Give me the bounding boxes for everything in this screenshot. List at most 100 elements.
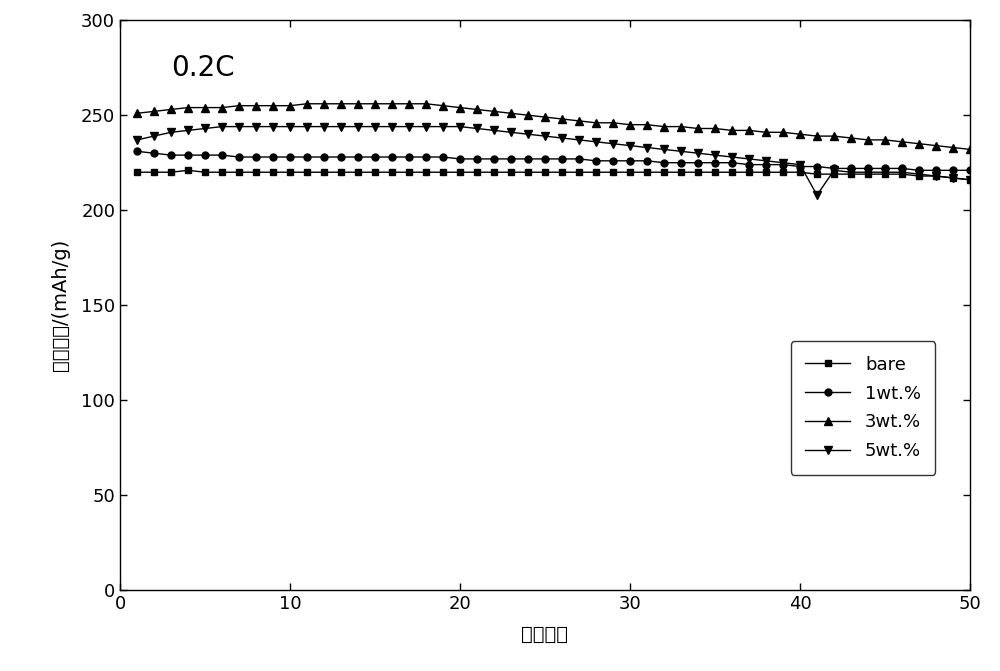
5wt.% — [318, 123, 330, 131]
1wt.% — [896, 164, 908, 172]
5wt.% — [454, 123, 466, 131]
1wt.% — [301, 153, 313, 161]
bare — [556, 168, 568, 176]
5wt.% — [692, 149, 704, 157]
5wt.% — [556, 134, 568, 142]
bare — [760, 168, 772, 176]
1wt.% — [675, 158, 687, 166]
1wt.% — [233, 153, 245, 161]
5wt.% — [267, 123, 279, 131]
bare — [590, 168, 602, 176]
1wt.% — [369, 153, 381, 161]
1wt.% — [539, 155, 551, 163]
5wt.% — [335, 123, 347, 131]
1wt.% — [777, 160, 789, 168]
1wt.% — [607, 157, 619, 165]
bare — [148, 168, 160, 176]
1wt.% — [692, 158, 704, 166]
1wt.% — [318, 153, 330, 161]
bare — [811, 170, 823, 178]
1wt.% — [879, 164, 891, 172]
3wt.% — [743, 126, 755, 134]
1wt.% — [250, 153, 262, 161]
1wt.% — [828, 164, 840, 172]
1wt.% — [862, 164, 874, 172]
5wt.% — [590, 138, 602, 146]
1wt.% — [743, 160, 755, 168]
1wt.% — [352, 153, 364, 161]
bare — [862, 170, 874, 178]
3wt.% — [658, 123, 670, 131]
1wt.% — [403, 153, 415, 161]
5wt.% — [930, 172, 942, 180]
1wt.% — [726, 158, 738, 166]
1wt.% — [658, 158, 670, 166]
5wt.% — [505, 128, 517, 136]
bare — [386, 168, 398, 176]
5wt.% — [828, 166, 840, 174]
5wt.% — [811, 191, 823, 199]
bare — [352, 168, 364, 176]
bare — [539, 168, 551, 176]
bare — [420, 168, 432, 176]
3wt.% — [879, 136, 891, 144]
3wt.% — [590, 119, 602, 127]
5wt.% — [403, 123, 415, 131]
3wt.% — [896, 138, 908, 146]
3wt.% — [760, 128, 772, 136]
1wt.% — [573, 155, 585, 163]
5wt.% — [845, 168, 857, 176]
5wt.% — [607, 140, 619, 148]
3wt.% — [165, 105, 177, 113]
bare — [845, 170, 857, 178]
bare — [794, 168, 806, 176]
bare — [709, 168, 721, 176]
3wt.% — [386, 100, 398, 108]
bare — [471, 168, 483, 176]
1wt.% — [641, 157, 653, 165]
1wt.% — [471, 155, 483, 163]
1wt.% — [131, 147, 143, 155]
3wt.% — [267, 101, 279, 109]
3wt.% — [148, 107, 160, 115]
3wt.% — [777, 128, 789, 136]
5wt.% — [964, 176, 976, 184]
1wt.% — [522, 155, 534, 163]
5wt.% — [148, 132, 160, 140]
1wt.% — [913, 166, 925, 174]
3wt.% — [369, 100, 381, 108]
3wt.% — [607, 119, 619, 127]
3wt.% — [556, 115, 568, 123]
3wt.% — [692, 125, 704, 133]
1wt.% — [165, 151, 177, 159]
5wt.% — [624, 142, 636, 150]
3wt.% — [318, 100, 330, 108]
bare — [930, 172, 942, 180]
bare — [131, 168, 143, 176]
3wt.% — [845, 134, 857, 142]
1wt.% — [454, 155, 466, 163]
3wt.% — [726, 126, 738, 134]
5wt.% — [675, 147, 687, 155]
1wt.% — [284, 153, 296, 161]
5wt.% — [947, 174, 959, 182]
bare — [743, 168, 755, 176]
bare — [913, 172, 925, 180]
3wt.% — [454, 103, 466, 111]
bare — [403, 168, 415, 176]
bare — [947, 174, 959, 182]
5wt.% — [760, 157, 772, 165]
3wt.% — [573, 117, 585, 125]
5wt.% — [437, 123, 449, 131]
1wt.% — [794, 162, 806, 170]
1wt.% — [420, 153, 432, 161]
5wt.% — [522, 130, 534, 138]
3wt.% — [352, 100, 364, 108]
bare — [658, 168, 670, 176]
3wt.% — [505, 109, 517, 117]
5wt.% — [539, 132, 551, 140]
Line: 3wt.%: 3wt.% — [133, 99, 974, 154]
3wt.% — [539, 113, 551, 121]
bare — [522, 168, 534, 176]
bare — [233, 168, 245, 176]
